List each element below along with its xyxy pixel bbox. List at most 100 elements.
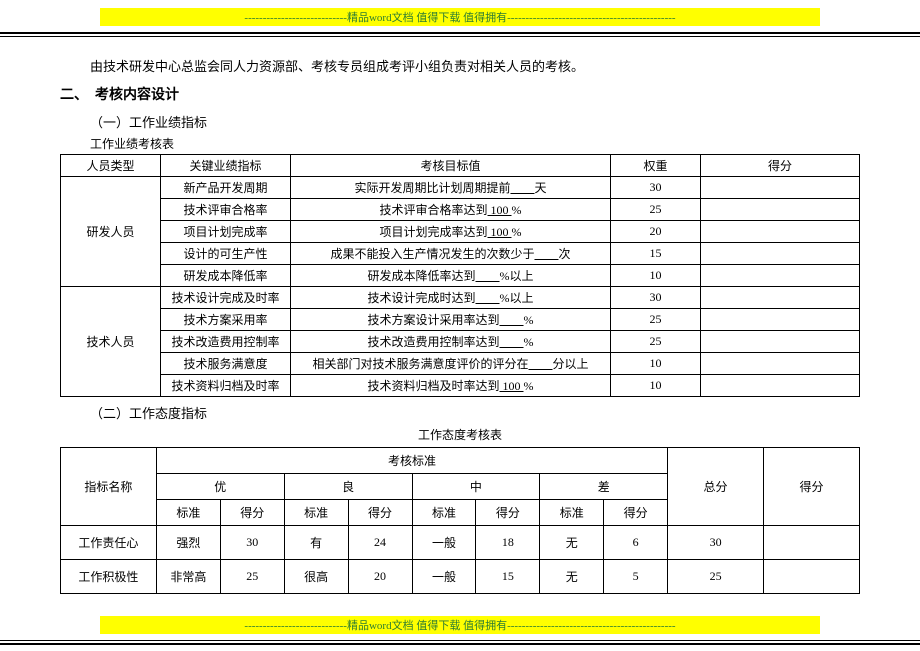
th-level: 中 [412, 474, 540, 500]
header-highlight: ----------------------------精品word文档 值得下… [100, 8, 820, 26]
std-cell: 一般 [412, 560, 476, 594]
indicator-cell: 工作积极性 [61, 560, 157, 594]
score-cell [701, 375, 860, 397]
table-row: 设计的可生产性成果不能投入生产情况发生的次数少于 次15 [61, 243, 860, 265]
key-cell: 设计的可生产性 [161, 243, 291, 265]
std-cell: 有 [284, 526, 348, 560]
key-cell: 技术服务满意度 [161, 353, 291, 375]
th-level: 优 [156, 474, 284, 500]
sc-cell: 24 [348, 526, 412, 560]
target-cell: 相关部门对技术服务满意度评价的评分在 分以上 [291, 353, 611, 375]
table2-caption: 工作态度考核表 [60, 426, 860, 443]
section-2-heading: 二、 考核内容设计 [60, 84, 860, 104]
score-cell [701, 177, 860, 199]
key-cell: 技术方案采用率 [161, 309, 291, 331]
score-cell [701, 309, 860, 331]
key-cell: 技术设计完成及时率 [161, 287, 291, 309]
std-cell: 非常高 [156, 560, 220, 594]
th-std: 标准 [284, 500, 348, 526]
th-std: 标准 [540, 500, 604, 526]
table-row: 技术人员技术设计完成及时率技术设计完成时达到 %以上30 [61, 287, 860, 309]
document-body: 由技术研发中心总监会同人力资源部、考核专员组成考评小组负责对相关人员的考核。 二… [0, 37, 920, 604]
th-category: 人员类型 [61, 155, 161, 177]
indicator-cell: 工作责任心 [61, 526, 157, 560]
th-indicator: 指标名称 [61, 448, 157, 526]
std-cell: 很高 [284, 560, 348, 594]
std-cell: 无 [540, 526, 604, 560]
table-row: 技术方案采用率技术方案设计采用率达到 %25 [61, 309, 860, 331]
performance-table: 人员类型 关键业绩指标 考核目标值 权重 得分 研发人员新产品开发周期实际开发周… [60, 154, 860, 397]
key-cell: 研发成本降低率 [161, 265, 291, 287]
std-cell: 无 [540, 560, 604, 594]
weight-cell: 20 [611, 221, 701, 243]
sc-cell: 5 [604, 560, 668, 594]
target-cell: 技术设计完成时达到 %以上 [291, 287, 611, 309]
weight-cell: 15 [611, 243, 701, 265]
th-final: 得分 [764, 448, 860, 526]
th-std: 标准 [412, 500, 476, 526]
key-cell: 新产品开发周期 [161, 177, 291, 199]
bottom-divider [0, 640, 920, 645]
footer-highlight: ----------------------------精品word文档 值得下… [100, 616, 820, 634]
table-row: 工作责任心强烈30有24一般18无630 [61, 526, 860, 560]
target-cell: 项目计划完成率达到 100 % [291, 221, 611, 243]
key-cell: 技术资料归档及时率 [161, 375, 291, 397]
th-std: 标准 [156, 500, 220, 526]
table-row: 技术服务满意度相关部门对技术服务满意度评价的评分在 分以上10 [61, 353, 860, 375]
subsection-1-heading: （一）工作业绩指标 [90, 112, 860, 131]
table-row: 项目计划完成率项目计划完成率达到 100 %20 [61, 221, 860, 243]
target-cell: 成果不能投入生产情况发生的次数少于 次 [291, 243, 611, 265]
sc-cell: 18 [476, 526, 540, 560]
final-cell [764, 526, 860, 560]
score-cell [701, 353, 860, 375]
th-score: 得分 [701, 155, 860, 177]
total-cell: 30 [668, 526, 764, 560]
th-sc: 得分 [348, 500, 412, 526]
score-cell [701, 243, 860, 265]
score-cell [701, 331, 860, 353]
score-cell [701, 287, 860, 309]
target-cell: 技术改造费用控制率达到 % [291, 331, 611, 353]
target-cell: 实际开发周期比计划周期提前 天 [291, 177, 611, 199]
key-cell: 项目计划完成率 [161, 221, 291, 243]
sc-cell: 15 [476, 560, 540, 594]
th-weight: 权重 [611, 155, 701, 177]
table-row: 技术改造费用控制率技术改造费用控制率达到 %25 [61, 331, 860, 353]
sc-cell: 25 [220, 560, 284, 594]
weight-cell: 25 [611, 199, 701, 221]
target-cell: 技术方案设计采用率达到 % [291, 309, 611, 331]
key-cell: 技术改造费用控制率 [161, 331, 291, 353]
weight-cell: 10 [611, 353, 701, 375]
table-row: 人员类型 关键业绩指标 考核目标值 权重 得分 [61, 155, 860, 177]
weight-cell: 30 [611, 177, 701, 199]
th-sc: 得分 [220, 500, 284, 526]
th-target: 考核目标值 [291, 155, 611, 177]
category-cell: 技术人员 [61, 287, 161, 397]
key-cell: 技术评审合格率 [161, 199, 291, 221]
final-cell [764, 560, 860, 594]
th-key: 关键业绩指标 [161, 155, 291, 177]
th-sc: 得分 [604, 500, 668, 526]
std-cell: 一般 [412, 526, 476, 560]
weight-cell: 25 [611, 331, 701, 353]
sc-cell: 20 [348, 560, 412, 594]
th-level: 良 [284, 474, 412, 500]
sc-cell: 30 [220, 526, 284, 560]
category-cell: 研发人员 [61, 177, 161, 287]
score-cell [701, 199, 860, 221]
score-cell [701, 221, 860, 243]
table-row: 工作积极性非常高25很高20一般15无525 [61, 560, 860, 594]
total-cell: 25 [668, 560, 764, 594]
target-cell: 技术资料归档及时率达到 100 % [291, 375, 611, 397]
std-cell: 强烈 [156, 526, 220, 560]
weight-cell: 10 [611, 265, 701, 287]
attitude-table: 指标名称考核标准总分得分优良中差标准得分标准得分标准得分标准得分工作责任心强烈3… [60, 447, 860, 594]
sc-cell: 6 [604, 526, 668, 560]
target-cell: 技术评审合格率达到 100 % [291, 199, 611, 221]
th-sc: 得分 [476, 500, 540, 526]
table-row: 技术资料归档及时率技术资料归档及时率达到 100 %10 [61, 375, 860, 397]
th-total: 总分 [668, 448, 764, 526]
weight-cell: 30 [611, 287, 701, 309]
table1-caption: 工作业绩考核表 [90, 135, 860, 152]
table-row: 研发成本降低率研发成本降低率达到 %以上10 [61, 265, 860, 287]
